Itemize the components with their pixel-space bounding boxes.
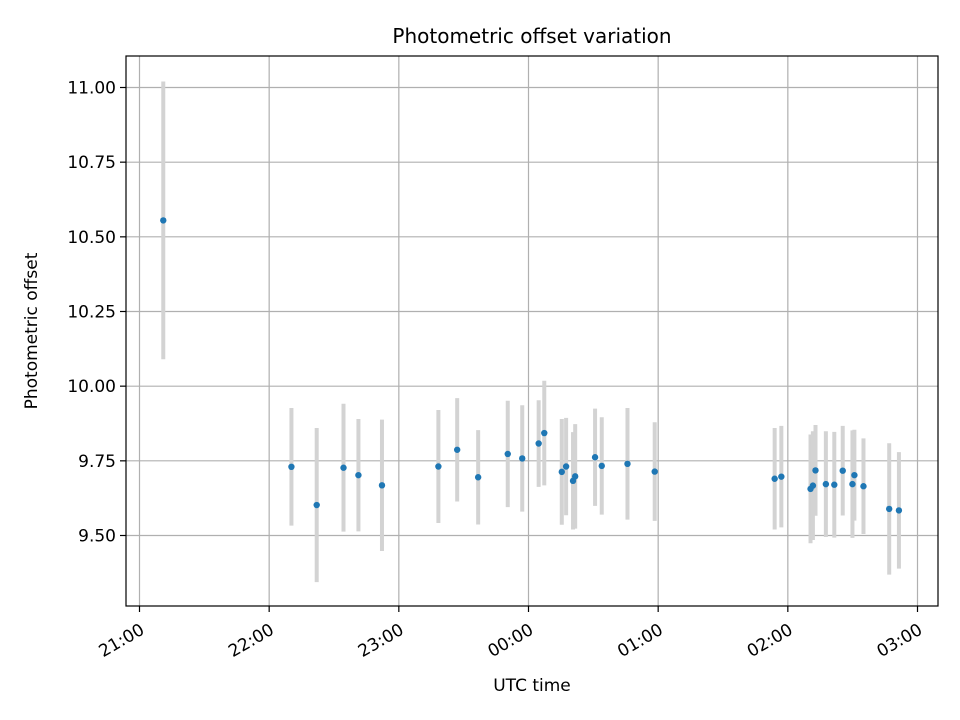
x-tick-label: 23:00 xyxy=(355,620,407,662)
data-point xyxy=(504,450,511,458)
data-point xyxy=(822,480,830,488)
data-point xyxy=(519,455,526,462)
data-point xyxy=(562,463,570,470)
data-point xyxy=(591,454,599,461)
data-point xyxy=(885,505,893,513)
point-layer xyxy=(160,217,903,514)
x-tick-label: 00:00 xyxy=(485,620,537,662)
x-tick-label: 02:00 xyxy=(744,620,796,662)
y-tick-label: 9.75 xyxy=(78,452,116,472)
data-point xyxy=(558,468,565,476)
data-point xyxy=(849,480,856,488)
data-point xyxy=(160,217,167,224)
plot-frame xyxy=(125,55,939,607)
x-tick-label: 22:00 xyxy=(225,620,277,662)
data-point xyxy=(571,473,579,480)
data-point xyxy=(851,471,858,479)
x-tick-label: 03:00 xyxy=(874,620,926,662)
y-tick-label: 10.00 xyxy=(67,377,116,397)
data-point xyxy=(340,464,347,471)
data-point xyxy=(812,467,819,474)
data-point xyxy=(541,429,548,437)
data-point xyxy=(860,483,867,490)
tick-layer: 21:00 22:00 23:00 00:00 01:00 02:00 03:00 9.50 9… xyxy=(67,79,926,662)
x-tick-label: 01:00 xyxy=(614,620,666,662)
y-tick-label: 11.00 xyxy=(67,79,116,99)
data-point xyxy=(474,474,482,481)
chart-title: Photometric offset variation xyxy=(392,24,671,48)
data-point xyxy=(778,473,785,480)
y-tick-label: 10.25 xyxy=(67,303,116,323)
data-point xyxy=(453,446,461,453)
x-axis-label: UTC time xyxy=(493,676,571,696)
data-point xyxy=(313,501,320,509)
data-point xyxy=(355,471,362,479)
data-point xyxy=(288,463,295,471)
data-point xyxy=(771,475,778,482)
data-point xyxy=(809,482,817,489)
y-tick-label: 10.75 xyxy=(67,153,116,173)
x-tick-label: 21:00 xyxy=(96,620,148,662)
data-point xyxy=(624,460,631,468)
grid-layer xyxy=(126,56,938,606)
y-axis-label: Photometric offset xyxy=(22,252,42,409)
y-tick-label: 10.50 xyxy=(67,228,116,248)
data-point xyxy=(651,468,658,475)
y-tick-label: 9.50 xyxy=(78,527,116,547)
data-point xyxy=(435,463,442,470)
errorbar-layer xyxy=(161,81,901,583)
data-point xyxy=(831,481,838,488)
data-point xyxy=(895,507,903,514)
data-point xyxy=(839,467,846,474)
data-point xyxy=(535,440,542,447)
data-point xyxy=(378,482,386,489)
data-point xyxy=(598,462,605,470)
